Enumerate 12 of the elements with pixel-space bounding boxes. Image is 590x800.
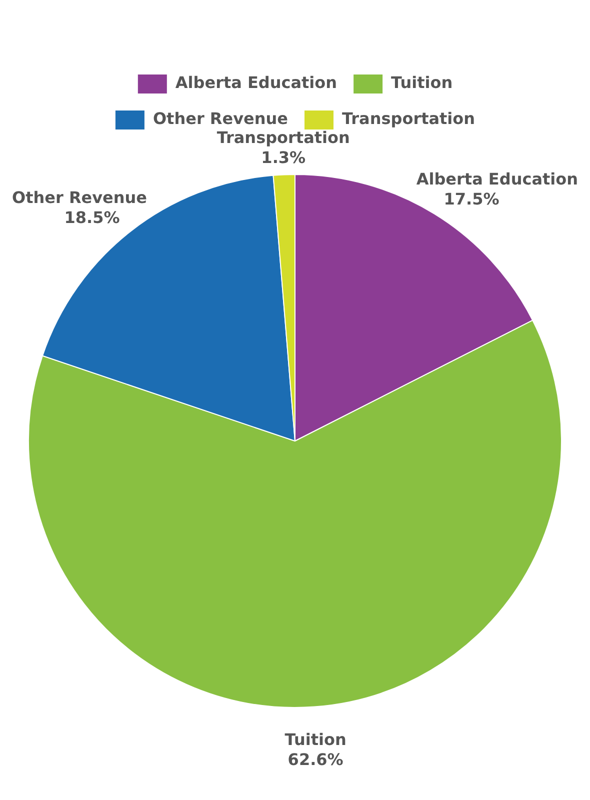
data-label: 1.3% (261, 148, 306, 167)
legend-label: Alberta Education (175, 73, 338, 92)
data-label: 18.5% (64, 208, 120, 228)
data-label: 62.6% (288, 750, 344, 769)
legend-label: Tuition (391, 73, 453, 92)
data-label: 17.5% (444, 190, 500, 209)
slice-label: Transportation (216, 128, 350, 147)
slice-label: Other Revenue (12, 188, 148, 208)
legend-label: Transportation (342, 109, 476, 128)
slice-label: Tuition (284, 730, 346, 749)
legend-label: Other Revenue (152, 109, 288, 128)
slice-label: Alberta Education (416, 170, 578, 189)
